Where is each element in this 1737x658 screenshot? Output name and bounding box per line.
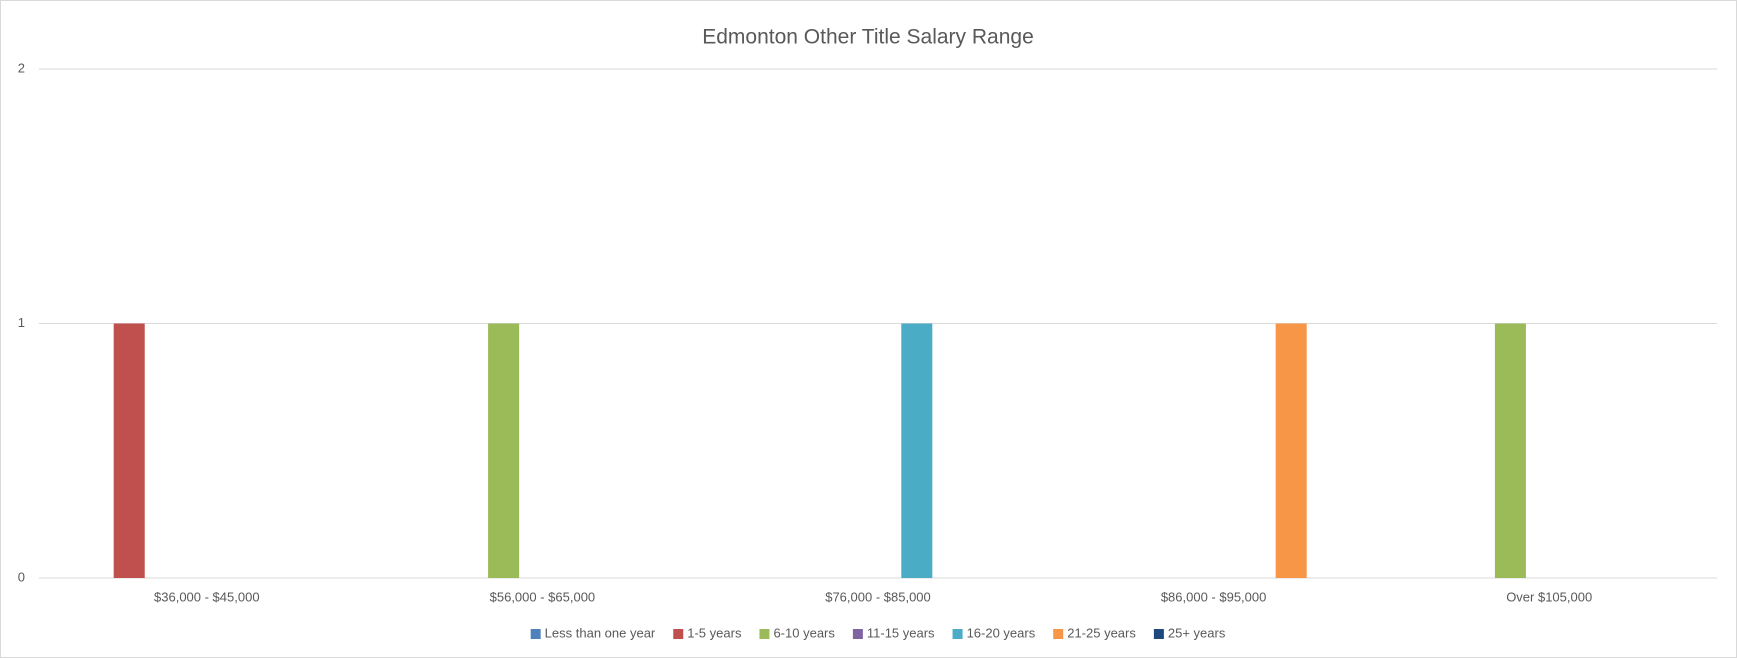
legend-swatch [759,629,770,639]
legend-label: 1-5 years [687,625,742,640]
bar [488,323,520,578]
bar [113,323,145,578]
x-tick-label: $86,000 - $95,000 [1161,589,1267,604]
legend-label: 6-10 years [773,625,835,640]
legend-swatch [530,629,541,639]
x-tick-label: Over $105,000 [1506,589,1592,604]
legend-swatch [1053,629,1064,639]
x-tick-label: $76,000 - $85,000 [825,589,931,604]
legend-label: Less than one year [545,625,656,640]
x-tick-label: $56,000 - $65,000 [490,589,596,604]
bar [1494,323,1526,578]
bar [901,323,933,578]
y-tick-label: 1 [18,315,25,330]
legend-label: 16-20 years [967,625,1036,640]
x-tick-label: $36,000 - $45,000 [154,589,260,604]
legend-swatch [952,629,963,639]
y-tick-label: 2 [18,60,25,75]
y-tick-label: 0 [18,569,25,584]
legend-swatch [673,629,684,639]
legend-swatch [852,629,863,639]
legend-label: 21-25 years [1067,625,1136,640]
bar [1275,323,1307,578]
legend-label: 11-15 years [867,625,935,640]
legend-label: 25+ years [1168,625,1226,640]
legend-swatch [1153,629,1164,639]
chart-title: Edmonton Other Title Salary Range [702,26,1034,49]
